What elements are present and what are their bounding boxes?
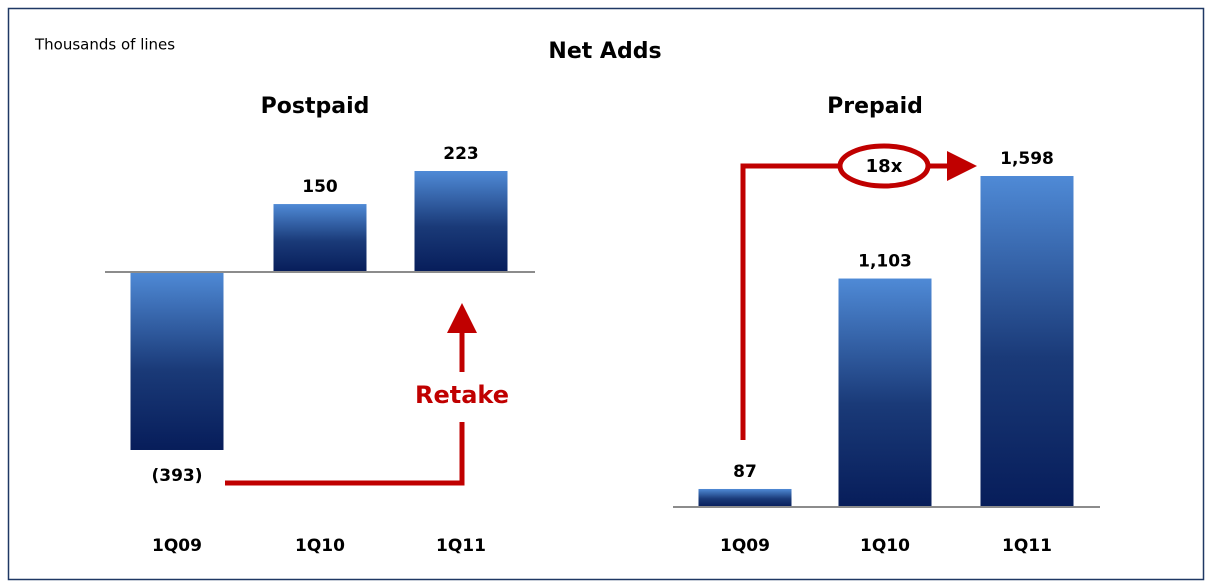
value-label: (393) — [151, 466, 202, 486]
growth-line — [740, 163, 838, 440]
bar — [273, 204, 367, 272]
chart-title: Postpaid — [261, 94, 370, 119]
annotation: 18x — [866, 156, 903, 177]
value-label: 150 — [302, 177, 338, 197]
chart-title: Prepaid — [827, 94, 923, 119]
x-tick-label: 1Q11 — [436, 536, 486, 556]
x-tick-label: 1Q09 — [720, 536, 770, 556]
bar — [980, 176, 1074, 507]
value-label: 223 — [443, 144, 479, 164]
value-label: 87 — [733, 462, 757, 482]
bar — [698, 488, 792, 507]
growth-ellipse — [837, 143, 931, 189]
value-label: 1,598 — [1000, 149, 1054, 169]
x-tick-label: 1Q11 — [1002, 536, 1052, 556]
bar — [838, 278, 932, 507]
value-label: 1,103 — [858, 252, 912, 272]
main-title: Net Adds — [548, 39, 661, 64]
bar — [414, 171, 508, 272]
x-tick-label: 1Q10 — [295, 536, 345, 556]
annotation: Retake — [415, 381, 509, 409]
unit-note: Thousands of lines — [34, 36, 175, 54]
x-tick-label: 1Q10 — [860, 536, 910, 556]
bar — [130, 272, 224, 450]
x-tick-label: 1Q09 — [152, 536, 202, 556]
retake-line — [225, 422, 465, 486]
